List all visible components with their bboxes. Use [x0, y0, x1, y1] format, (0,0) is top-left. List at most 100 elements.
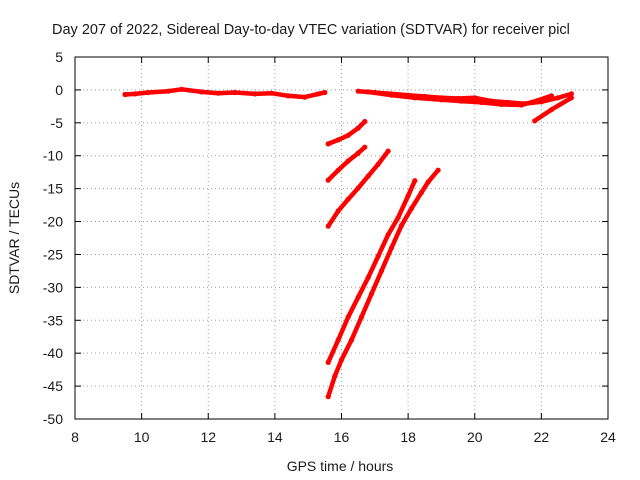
data-point: [132, 91, 138, 97]
data-point: [332, 373, 338, 379]
x-tick-label: 20: [467, 429, 483, 445]
data-point: [355, 125, 361, 131]
data-point: [345, 132, 351, 138]
data-point: [568, 95, 575, 101]
x-tick-label: 14: [267, 429, 283, 445]
x-tick-label: 22: [534, 429, 550, 445]
x-axis-label: GPS time / hours: [287, 458, 394, 474]
x-tick-label: 8: [71, 429, 79, 445]
x-tick-label: 16: [334, 429, 350, 445]
data-point: [365, 274, 371, 281]
data-point: [472, 95, 478, 101]
data-point: [322, 89, 328, 96]
x-tick-label: 10: [134, 429, 150, 445]
data-point: [145, 89, 151, 96]
data-point: [532, 118, 538, 124]
data-point: [315, 91, 321, 97]
y-tick-label: 0: [55, 82, 63, 98]
data-point: [355, 150, 361, 156]
data-point: [478, 99, 484, 105]
data-point: [418, 190, 424, 196]
data-point: [335, 137, 341, 143]
data-point: [358, 314, 365, 320]
data-point: [345, 158, 351, 164]
data-point: [568, 91, 575, 97]
y-tick-label: -15: [43, 181, 63, 197]
data-point: [355, 88, 361, 94]
data-point: [405, 193, 411, 199]
data-point: [412, 95, 418, 101]
data-point: [122, 91, 128, 98]
data-point: [412, 178, 418, 184]
data-series-5: [325, 119, 368, 147]
grid-lines: [75, 57, 608, 419]
y-tick-label: -30: [43, 279, 63, 295]
data-point: [232, 89, 238, 96]
data-series-3: [365, 89, 554, 108]
data-point: [325, 359, 331, 365]
data-point: [362, 118, 368, 125]
data-point: [365, 173, 371, 179]
data-point: [165, 88, 171, 94]
data-point: [375, 253, 381, 259]
data-point: [325, 177, 331, 183]
data-point: [388, 245, 395, 251]
data-point: [362, 144, 368, 150]
data-point: [335, 167, 341, 173]
data-point: [518, 102, 525, 108]
data-point: [325, 141, 331, 147]
data-point: [385, 232, 391, 238]
y-tick-label: -20: [43, 214, 63, 230]
data-point: [355, 294, 361, 300]
data-point: [215, 90, 221, 96]
data-point: [388, 92, 395, 98]
data-point: [365, 89, 371, 95]
data-point: [438, 97, 444, 103]
data-point: [338, 357, 345, 363]
data-point: [458, 98, 464, 104]
data-point: [555, 95, 561, 101]
data-point: [199, 89, 205, 95]
y-tick-label: -40: [43, 345, 63, 361]
data-point: [395, 215, 401, 221]
data-point: [498, 101, 504, 107]
y-axis-label: SDTVAR / TECUs: [6, 182, 22, 294]
y-tick-label: -5: [51, 115, 64, 131]
data-point: [348, 337, 355, 343]
data-series-1: [122, 87, 328, 100]
data-point: [345, 314, 351, 320]
data-point: [375, 161, 381, 167]
data-point: [548, 93, 555, 99]
data-point: [302, 94, 308, 100]
data-point: [408, 205, 415, 211]
y-tick-labels: 5 0 -5 -10 -15 -20 -25 -30 -35 -40 -45 -50: [43, 49, 63, 427]
data-point: [345, 196, 351, 202]
y-tick-label: -10: [43, 148, 63, 164]
data-point: [435, 167, 441, 173]
chart-title: Day 207 of 2022, Sidereal Day-to-day VTE…: [52, 22, 570, 38]
x-tick-label: 12: [200, 429, 216, 445]
y-tick-label: -45: [43, 378, 63, 394]
data-point: [425, 179, 431, 185]
data-point: [535, 97, 541, 103]
data-point: [355, 185, 361, 191]
y-tick-label: -50: [43, 411, 63, 427]
x-tick-label: 18: [400, 429, 416, 445]
data-series-8: [325, 178, 418, 365]
data-point: [368, 291, 375, 297]
data-point: [325, 223, 331, 229]
axis-ticks: [74, 56, 609, 420]
x-tick-label: 24: [600, 429, 616, 445]
y-tick-label: -25: [43, 246, 63, 262]
data-point: [378, 268, 385, 274]
y-tick-label: 5: [55, 49, 63, 65]
x-tick-labels: 8 10 12 14 16 18 20 22 24: [71, 429, 616, 445]
data-point: [285, 93, 291, 99]
data-point: [548, 107, 555, 113]
data-point: [335, 208, 341, 214]
y-tick-label: -35: [43, 312, 63, 328]
data-point: [252, 91, 258, 97]
data-point: [179, 86, 185, 92]
data-series-layer: [122, 86, 575, 400]
